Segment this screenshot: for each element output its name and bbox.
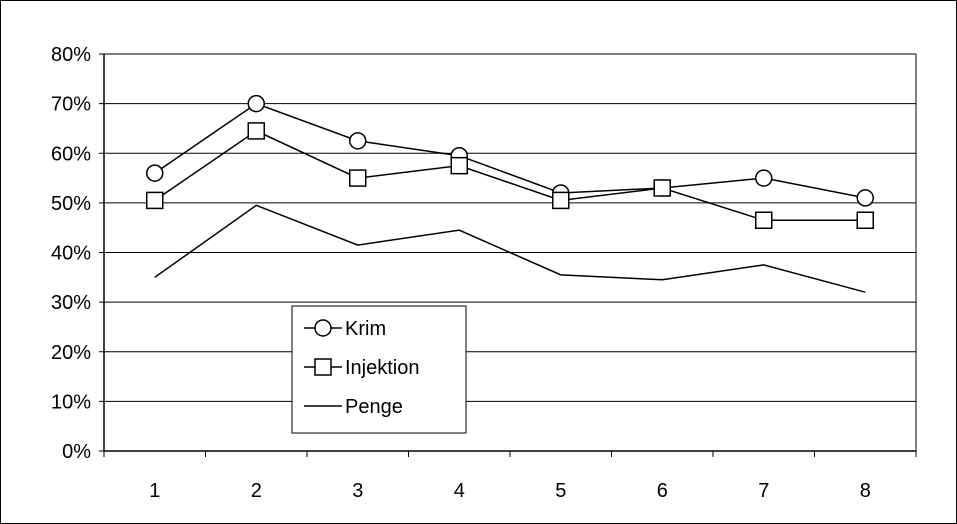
y-tick-label: 20% <box>51 342 91 364</box>
circle-marker <box>247 94 265 113</box>
legend-label: Injektion <box>345 357 420 379</box>
series-line-injektion <box>154 130 866 221</box>
circle-marker <box>349 132 367 150</box>
y-tick-label: 30% <box>51 292 91 314</box>
x-tick-label: 5 <box>555 480 566 502</box>
square-marker <box>755 211 773 229</box>
x-tick-label: 1 <box>149 480 160 502</box>
circle-marker <box>146 164 164 182</box>
circle-marker <box>314 319 332 337</box>
x-tick-label: 6 <box>657 480 668 502</box>
axes <box>99 53 917 457</box>
square-marker <box>349 169 367 187</box>
y-tick-label: 70% <box>51 94 91 116</box>
x-tick-label: 7 <box>758 480 769 502</box>
y-tick-label: 60% <box>51 143 91 165</box>
legend-item: Krim <box>304 318 386 340</box>
legend: Krim Injektion Penge <box>291 305 467 434</box>
y-tick-labels: 0% 10% 20% 30% 40% 50% 60% 70% 80% <box>51 44 91 463</box>
circle-marker <box>755 169 773 187</box>
square-marker <box>314 358 332 376</box>
x-tick-label: 4 <box>454 480 465 502</box>
x-tick-label: 3 <box>352 480 363 502</box>
circle-marker <box>856 189 874 207</box>
series-penge <box>154 204 866 293</box>
series-injektion <box>146 122 874 229</box>
legend-item: Injektion <box>304 357 420 379</box>
y-tick-label: 10% <box>51 391 91 413</box>
series-line-krim <box>154 102 866 199</box>
square-marker <box>247 122 265 140</box>
series-group <box>146 94 874 293</box>
square-marker <box>552 191 570 210</box>
x-tick-label: 8 <box>860 480 871 502</box>
square-marker <box>653 179 671 197</box>
y-tick-label: 50% <box>51 193 91 215</box>
series-krim <box>146 94 874 207</box>
legend-item: Penge <box>304 396 403 418</box>
y-tick-label: 0% <box>62 441 91 463</box>
square-marker <box>146 191 164 210</box>
gridlines <box>104 53 916 402</box>
y-tick-label: 40% <box>51 243 91 265</box>
series-line-penge <box>154 204 866 293</box>
square-marker <box>450 156 468 175</box>
x-tick-labels: 1 2 3 4 5 6 7 8 <box>149 480 871 502</box>
x-tick-label: 2 <box>251 480 262 502</box>
legend-label: Krim <box>345 318 386 340</box>
y-tick-label: 80% <box>51 44 91 66</box>
legend-label: Penge <box>345 396 403 418</box>
square-marker <box>856 211 874 229</box>
